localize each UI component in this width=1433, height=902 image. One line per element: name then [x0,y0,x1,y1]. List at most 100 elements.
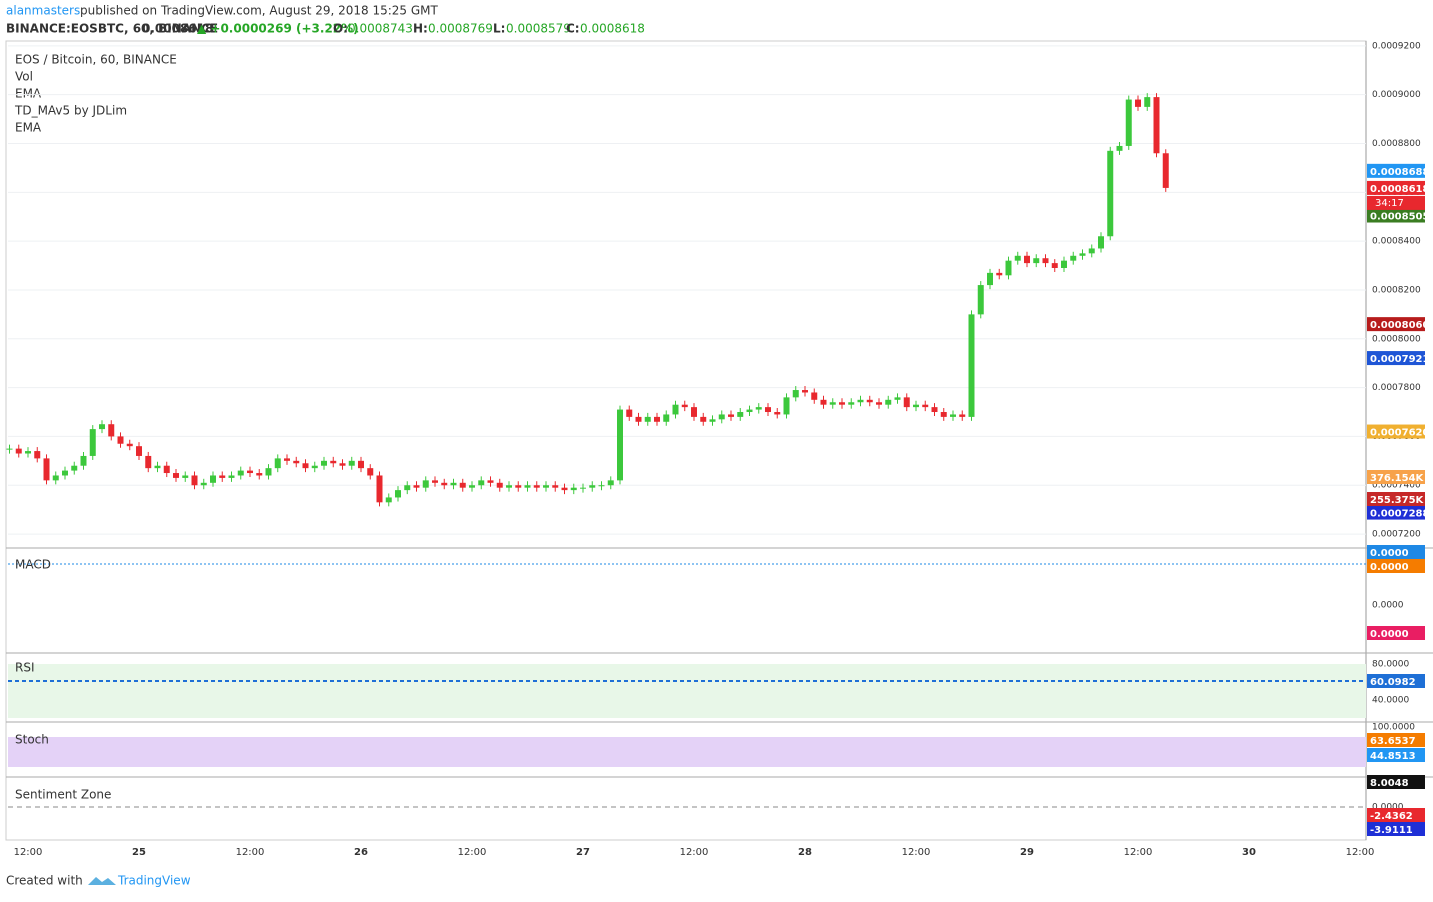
pane-title: Sentiment Zone [15,788,111,802]
x-tick-label: 25 [132,847,146,858]
price-tag-bg [1367,351,1425,366]
candle [117,436,124,444]
candle [598,485,605,487]
pane-tag-bg [1367,545,1425,559]
tv-logo [88,877,116,885]
y-tick-label: 0.0007800 [1372,383,1421,393]
last-price: 0.0008618 [142,22,213,36]
candle [728,414,734,417]
candle [496,482,503,488]
candle [247,470,253,474]
candle [422,480,429,488]
price-tag-bg [1367,505,1425,520]
pane-tick: 80.0000 [1372,660,1409,670]
candle [774,412,781,415]
candle [302,463,309,469]
candle [108,424,115,437]
x-tick-label: 12:00 [14,847,43,858]
pane-title: Stoch [15,733,49,747]
pane-tag: 8.0048 [1370,778,1409,789]
candle [894,397,901,400]
legend-item: Vol [15,70,33,84]
candle [413,485,420,488]
price-tag-bg [1367,180,1425,195]
pane-tag: 60.0982 [1370,677,1416,688]
pane-tag-bg [1367,626,1425,640]
candle [968,314,975,417]
candle [219,475,226,478]
pane-tick: 40.0000 [1372,696,1409,706]
candle [848,402,855,405]
pane-tag: 63.6537 [1370,736,1416,747]
x-tick-label: 12:00 [1124,847,1153,858]
candle [265,468,272,476]
candle [913,404,919,408]
candle [570,487,577,491]
candle [839,402,845,405]
pane-tag-bg [1367,808,1425,822]
chart-frame [5,40,1367,841]
candle [62,470,68,476]
candle [876,402,882,405]
candle [746,409,753,413]
candle [820,399,827,405]
candle [663,414,670,422]
h-label: H: [413,22,428,36]
footer-brand[interactable]: TradingView [117,874,191,888]
pane-title: RSI [15,661,35,675]
countdown-bg [1367,195,1425,210]
candle [654,416,660,422]
candle [163,465,170,474]
candle [1088,248,1095,254]
candle [404,485,411,491]
candle [737,412,744,417]
volume-tag-bg [1367,492,1425,506]
x-tick-label: 12:00 [902,847,931,858]
pane-tick: 0.0000 [1372,803,1404,813]
candle [829,402,836,405]
candle [866,399,873,403]
candle [940,412,947,417]
legend-item: TD_MAv5 by JDLim [14,104,127,118]
change: ▲ +0.0000269 (+3.22%) [197,22,359,36]
candle [441,482,448,486]
candle [395,490,401,498]
candle [136,446,142,456]
pane-tag-bg [1367,674,1425,688]
candle [802,390,808,393]
candle [6,448,13,450]
candle [561,487,568,491]
candle [931,407,938,413]
candle [903,397,910,408]
candle [200,482,207,486]
candle [1014,255,1021,261]
candle [293,460,300,464]
pane-tick: 0.0000 [1372,601,1404,611]
candle [1107,150,1114,237]
price-tag: 0.0008618 [1370,184,1430,195]
candle [1116,145,1123,151]
pane-tick: 100.0000 [1372,723,1415,733]
author[interactable]: alanmasters [6,4,80,18]
published: published on TradingView.com, August 29,… [80,4,439,18]
candle [89,429,96,456]
pane-tag: -2.4362 [1370,811,1413,822]
candle [691,407,697,417]
candle [607,480,614,486]
candle [154,465,161,469]
y-tick-label: 0.0008200 [1372,285,1421,295]
candle [25,451,31,454]
candle [80,455,87,466]
x-tick-label: 29 [1020,847,1034,858]
candle [348,460,355,466]
candle [1125,99,1132,146]
candle [182,475,189,478]
price-tag-bg [1367,208,1425,223]
y-tick-label: 0.0007400 [1372,481,1421,491]
candle [1005,260,1012,276]
candle [210,475,216,483]
price-tag: 0.0008688 [1370,167,1430,178]
candle [228,475,235,478]
candle [1051,263,1058,268]
